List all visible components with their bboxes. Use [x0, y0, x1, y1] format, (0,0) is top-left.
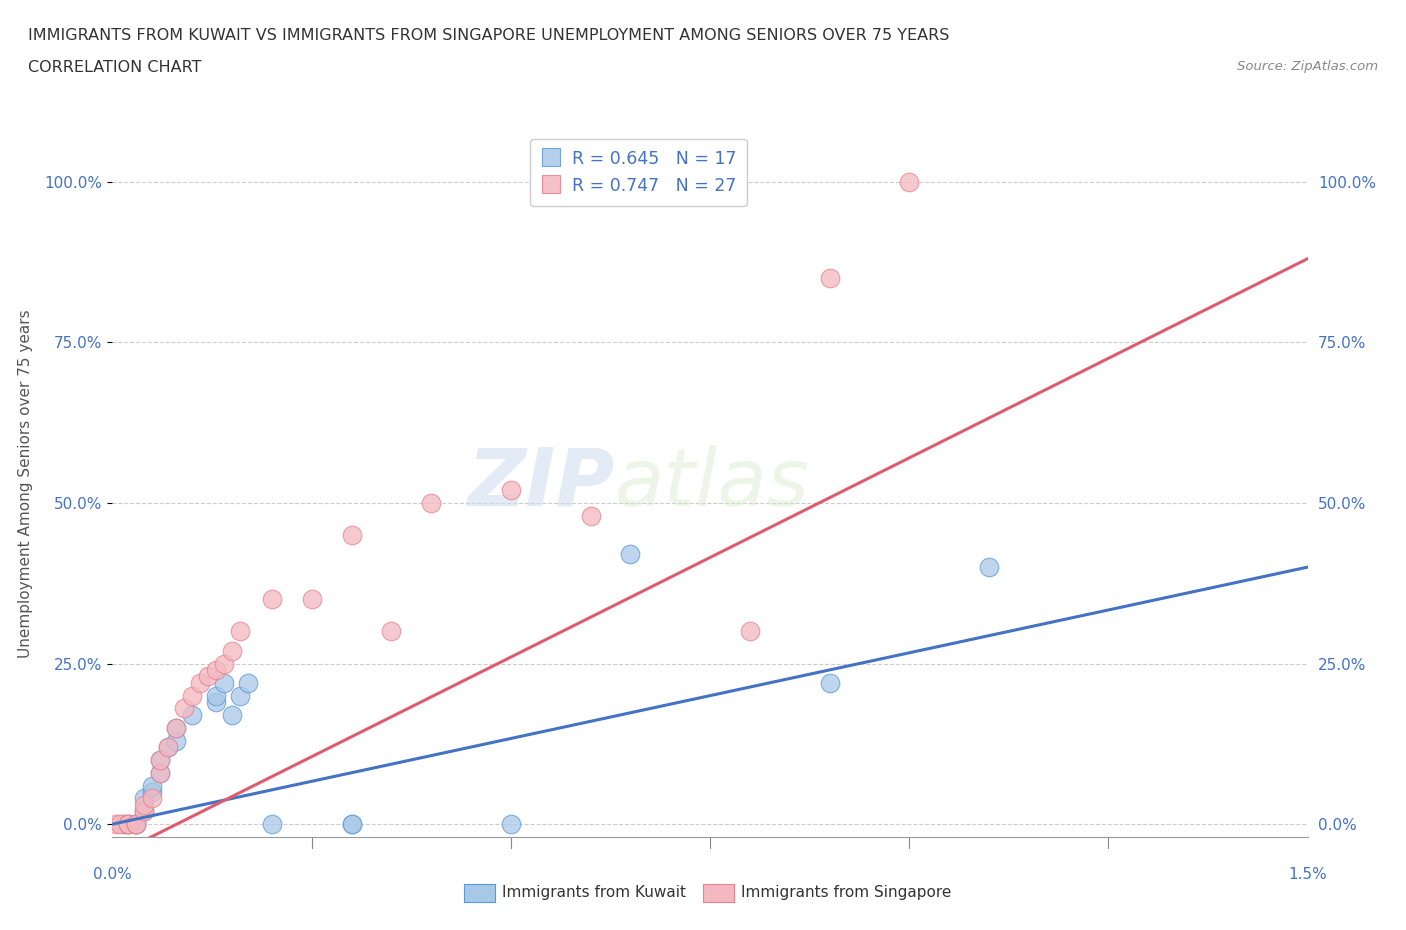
- Point: [205, 688, 228, 703]
- Point: [380, 624, 402, 639]
- Point: [149, 765, 172, 780]
- Point: [738, 624, 761, 639]
- Point: [205, 662, 228, 677]
- Point: [117, 817, 139, 831]
- Point: [197, 669, 219, 684]
- Point: [212, 675, 235, 690]
- Point: [188, 675, 211, 690]
- Point: [149, 752, 172, 767]
- Point: [977, 560, 1000, 575]
- Point: [229, 624, 252, 639]
- Text: 1.5%: 1.5%: [1288, 867, 1327, 882]
- Point: [110, 817, 132, 831]
- Text: Immigrants from Singapore: Immigrants from Singapore: [741, 885, 952, 900]
- Point: [499, 817, 522, 831]
- Point: [105, 817, 128, 831]
- Text: Source: ZipAtlas.com: Source: ZipAtlas.com: [1237, 60, 1378, 73]
- Point: [149, 765, 172, 780]
- Point: [221, 644, 243, 658]
- Point: [117, 817, 139, 831]
- Point: [420, 496, 443, 511]
- Text: 0.0%: 0.0%: [93, 867, 132, 882]
- Point: [181, 688, 204, 703]
- Point: [212, 656, 235, 671]
- Point: [619, 547, 641, 562]
- Point: [134, 804, 156, 818]
- Point: [125, 817, 148, 831]
- Point: [236, 675, 259, 690]
- Text: ZIP: ZIP: [467, 445, 614, 523]
- Text: IMMIGRANTS FROM KUWAIT VS IMMIGRANTS FROM SINGAPORE UNEMPLOYMENT AMONG SENIORS O: IMMIGRANTS FROM KUWAIT VS IMMIGRANTS FRO…: [28, 28, 949, 43]
- Point: [141, 785, 163, 800]
- Point: [699, 174, 721, 189]
- Point: [229, 688, 252, 703]
- Point: [340, 817, 363, 831]
- Point: [205, 695, 228, 710]
- Text: Immigrants from Kuwait: Immigrants from Kuwait: [502, 885, 686, 900]
- Point: [340, 527, 363, 542]
- Point: [579, 509, 602, 524]
- Point: [117, 817, 139, 831]
- Point: [165, 721, 187, 736]
- Y-axis label: Unemployment Among Seniors over 75 years: Unemployment Among Seniors over 75 years: [18, 310, 32, 658]
- Point: [499, 483, 522, 498]
- Point: [149, 752, 172, 767]
- Point: [125, 817, 148, 831]
- Point: [125, 817, 148, 831]
- Point: [221, 708, 243, 723]
- Legend: R = 0.645   N = 17, R = 0.747   N = 27: R = 0.645 N = 17, R = 0.747 N = 27: [530, 139, 747, 206]
- Point: [301, 591, 323, 606]
- Text: CORRELATION CHART: CORRELATION CHART: [28, 60, 201, 75]
- Point: [157, 739, 180, 754]
- Point: [340, 817, 363, 831]
- Point: [141, 791, 163, 806]
- Point: [260, 591, 283, 606]
- Point: [898, 174, 921, 189]
- Text: atlas: atlas: [614, 445, 810, 523]
- Point: [125, 817, 148, 831]
- Point: [165, 721, 187, 736]
- Point: [134, 797, 156, 812]
- Point: [134, 804, 156, 818]
- Point: [818, 271, 841, 286]
- Point: [818, 675, 841, 690]
- Point: [173, 701, 195, 716]
- Point: [114, 817, 135, 831]
- Point: [141, 778, 163, 793]
- Point: [134, 791, 156, 806]
- Point: [181, 708, 204, 723]
- Point: [165, 733, 187, 748]
- Point: [260, 817, 283, 831]
- Point: [157, 739, 180, 754]
